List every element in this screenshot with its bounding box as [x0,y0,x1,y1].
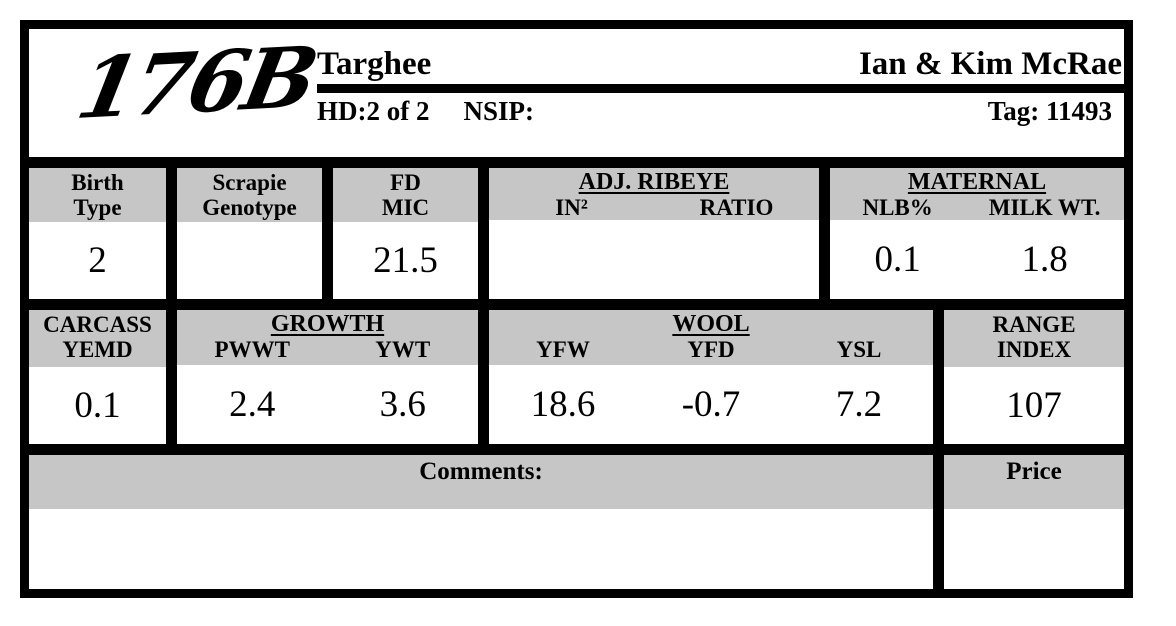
carcass-yemd-header: CARCASS YEMD [29,310,166,367]
ysl-value: 7.2 [835,384,883,425]
maternal-sublabels: NLB% MILK WT. [830,195,1124,220]
yfw-value: 18.6 [530,384,596,425]
wool-values: 18.6 -0.7 7.2 [489,365,933,444]
growth-sublabels: PWWT YWT [177,337,478,362]
comments-cell: Comments: [29,455,933,589]
milk-wt-value: 1.8 [1021,239,1068,280]
nlb-label: NLB% [862,195,933,220]
birth-type-value: 2 [88,240,107,281]
maternal-title: MATERNAL [907,169,1047,195]
birth-type-cell: Birth Type 2 [29,168,166,299]
adj-ribeye-cell: ADJ. RIBEYE IN² RATIO [489,168,819,299]
header-info-line: HD:2 of 2 NSIP: Tag: 11493 [317,93,1124,127]
carcass-yemd-cell: CARCASS YEMD 0.1 [29,310,166,444]
card-header: 176B Targhee Ian & Kim McRae HD:2 of 2 N… [29,27,1124,157]
comments-write-area [29,509,933,589]
hd-count: HD:2 of 2 [317,96,430,126]
wool-cell: WOOL YFW YFD YSL 18.6 -0.7 7.2 [489,310,933,444]
nsip-label: NSIP: [463,96,534,126]
wool-title: WOOL [672,311,750,337]
pwwt-label: PWWT [214,337,290,362]
wool-header: WOOL YFW YFD YSL [489,310,933,365]
maternal-cell: MATERNAL NLB% MILK WT. 0.1 1.8 [830,168,1124,299]
growth-cell: GROWTH PWWT YWT 2.4 3.6 [177,310,478,444]
animal-id-logo: 176B [69,27,323,138]
growth-title: GROWTH [270,311,385,337]
birth-type-header: Birth Type [29,168,166,222]
stats-row-1: Birth Type 2 Scrapie Genotype FD MIC 21.… [29,168,1124,299]
fd-mic-value: 21.5 [373,240,438,281]
scrapie-genotype-header: Scrapie Genotype [177,168,322,222]
price-write-area [944,509,1124,589]
pen-card: 176B Targhee Ian & Kim McRae HD:2 of 2 N… [20,20,1133,598]
header-right-block: Targhee Ian & Kim McRae HD:2 of 2 NSIP: … [317,29,1124,127]
nlb-value: 0.1 [874,239,921,280]
maternal-header: MATERNAL NLB% MILK WT. [830,168,1124,220]
fd-mic-header: FD MIC [333,168,478,222]
pwwt-value: 2.4 [229,384,276,425]
stats-row-2: CARCASS YEMD 0.1 GROWTH PWWT YWT 2.4 3.6… [29,310,1124,444]
price-cell: Price [944,455,1124,589]
ratio-label: RATIO [699,195,774,220]
ywt-value: 3.6 [379,384,426,425]
comments-label: Comments: [29,455,933,509]
adj-ribeye-sublabels: IN² RATIO [489,195,819,220]
yfw-label: YFW [536,337,590,362]
scrapie-genotype-cell: Scrapie Genotype [177,168,322,299]
range-index-header: RANGE INDEX [944,310,1124,367]
growth-header: GROWTH PWWT YWT [177,310,478,365]
breed-name: Targhee [317,46,432,82]
owner-name: Ian & Kim McRae [858,46,1122,82]
fd-mic-cell: FD MIC 21.5 [333,168,478,299]
maternal-values: 0.1 1.8 [830,220,1124,299]
comments-price-row: Comments: Price [29,455,1124,589]
scrapie-genotype-value [177,222,322,299]
adj-ribeye-values [489,220,819,299]
tag-number: Tag: 11493 [987,96,1112,126]
wool-sublabels: YFW YFD YSL [489,337,933,362]
price-label: Price [944,455,1124,509]
range-index-value: 107 [1006,385,1062,426]
in2-label: IN² [555,195,588,220]
header-divider-rule [317,84,1124,93]
header-title-line: Targhee Ian & Kim McRae [317,29,1124,81]
growth-values: 2.4 3.6 [177,365,478,444]
ysl-label: YSL [836,337,882,362]
range-index-cell: RANGE INDEX 107 [944,310,1124,444]
adj-ribeye-header: ADJ. RIBEYE IN² RATIO [489,168,819,220]
adj-ribeye-title: ADJ. RIBEYE [578,169,730,195]
yfd-value: -0.7 [681,384,741,425]
carcass-yemd-value: 0.1 [74,385,121,426]
ywt-label: YWT [375,337,431,362]
milk-wt-label: MILK WT. [988,195,1101,220]
yfd-label: YFD [687,337,735,362]
